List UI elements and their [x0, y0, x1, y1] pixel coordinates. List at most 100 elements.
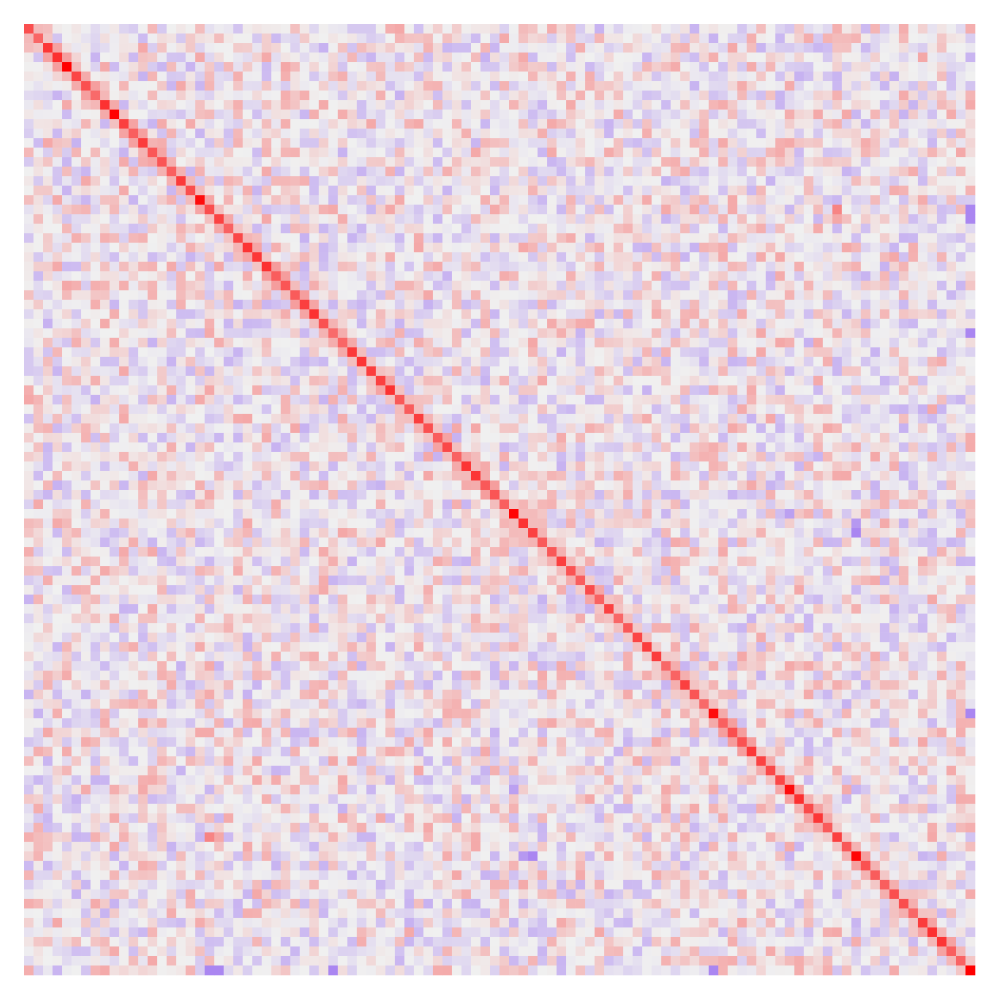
heatmap-cell — [841, 423, 852, 434]
heatmap-cell — [81, 309, 91, 320]
heatmap-cell — [604, 223, 614, 234]
heatmap-cell — [870, 356, 881, 367]
heatmap-cell — [879, 442, 890, 453]
heatmap-cell — [432, 242, 443, 253]
heatmap-cell — [784, 432, 795, 443]
heatmap-cell — [509, 385, 519, 396]
heatmap-cell — [90, 356, 101, 367]
heatmap-cell — [765, 385, 776, 396]
heatmap-cell — [128, 185, 139, 196]
heatmap-cell — [718, 24, 729, 34]
heatmap-cell — [537, 271, 548, 282]
heatmap-cell — [385, 157, 396, 167]
heatmap-cell — [946, 128, 957, 139]
heatmap-cell — [252, 223, 263, 234]
heatmap-cell — [119, 366, 129, 377]
heatmap-cell — [547, 366, 557, 377]
heatmap-cell — [803, 318, 814, 329]
heatmap-cell — [499, 480, 510, 491]
heatmap-cell — [898, 252, 909, 263]
heatmap-cell — [375, 52, 386, 63]
heatmap-cell — [204, 385, 215, 396]
heatmap-cell — [908, 147, 919, 158]
heatmap-cell — [394, 138, 405, 148]
heatmap-cell — [908, 195, 919, 205]
heatmap-cell — [71, 119, 82, 129]
heatmap-cell — [242, 394, 253, 405]
heatmap-cell — [223, 43, 234, 53]
heatmap-cell — [461, 252, 472, 263]
heatmap-cell — [784, 470, 795, 481]
heatmap-cell — [147, 337, 158, 348]
heatmap-cell — [214, 204, 225, 215]
heatmap-cell — [670, 52, 681, 63]
heatmap-cell — [927, 347, 938, 358]
heatmap-cell — [794, 81, 805, 91]
heatmap-cell — [290, 261, 301, 272]
heatmap-cell — [765, 24, 776, 34]
heatmap-cell — [394, 280, 405, 291]
heatmap-cell — [52, 128, 63, 139]
heatmap-cell — [775, 271, 786, 282]
heatmap-cell — [718, 195, 729, 205]
heatmap-cell — [157, 337, 167, 348]
heatmap-cell — [299, 423, 310, 434]
heatmap-cell — [328, 204, 339, 215]
heatmap-cell — [908, 413, 919, 424]
heatmap-cell — [385, 166, 396, 177]
heatmap-cell — [927, 109, 938, 120]
heatmap-cell — [680, 442, 690, 453]
heatmap-cell — [784, 242, 795, 253]
heatmap-cell — [195, 24, 205, 34]
heatmap-cell — [898, 128, 909, 139]
heatmap-cell — [337, 461, 348, 472]
heatmap-cell — [147, 318, 158, 329]
heatmap-cell — [851, 138, 862, 148]
heatmap-cell — [756, 195, 767, 205]
heatmap-cell — [185, 242, 196, 253]
heatmap-cell — [43, 242, 53, 253]
heatmap-cell — [651, 119, 662, 129]
heatmap-cell — [204, 347, 215, 358]
heatmap-cell — [670, 242, 681, 253]
heatmap-cell — [537, 119, 548, 129]
heatmap-cell — [309, 147, 320, 158]
heatmap-cell — [623, 157, 633, 167]
heatmap-cell — [585, 480, 595, 491]
heatmap-cell — [661, 204, 671, 215]
heatmap-cell — [917, 366, 928, 377]
heatmap-cell — [157, 90, 167, 101]
heatmap-cell — [575, 309, 586, 320]
heatmap-cell — [699, 318, 710, 329]
heatmap-cell — [347, 100, 358, 110]
heatmap-cell — [71, 366, 82, 377]
heatmap-cell — [100, 195, 110, 205]
heatmap-cell — [860, 432, 871, 443]
heatmap-cell — [594, 290, 605, 301]
heatmap-cell — [394, 366, 405, 377]
heatmap-cell — [860, 470, 871, 481]
heatmap-cell — [432, 90, 443, 101]
heatmap-cell — [233, 356, 244, 367]
heatmap-cell — [946, 432, 957, 443]
heatmap-cell — [841, 52, 852, 63]
heatmap-cell — [185, 299, 196, 310]
heatmap-cell — [43, 451, 53, 462]
heatmap-cell — [90, 299, 101, 310]
heatmap-cell — [33, 347, 44, 358]
heatmap-cell — [147, 223, 158, 234]
heatmap-cell — [109, 223, 120, 234]
heatmap-cell — [746, 204, 757, 215]
heatmap-cell — [509, 470, 519, 481]
heatmap-cell — [33, 204, 44, 215]
heatmap-cell — [252, 195, 263, 205]
heatmap-cell — [128, 195, 139, 205]
heatmap-cell — [841, 223, 852, 234]
heatmap-cell — [176, 385, 186, 396]
heatmap-cell — [33, 43, 44, 53]
heatmap-cell — [898, 413, 909, 424]
heatmap-cell — [451, 261, 462, 272]
heatmap-cell — [480, 404, 491, 415]
heatmap-cell — [71, 185, 82, 196]
heatmap-cell — [509, 195, 519, 205]
